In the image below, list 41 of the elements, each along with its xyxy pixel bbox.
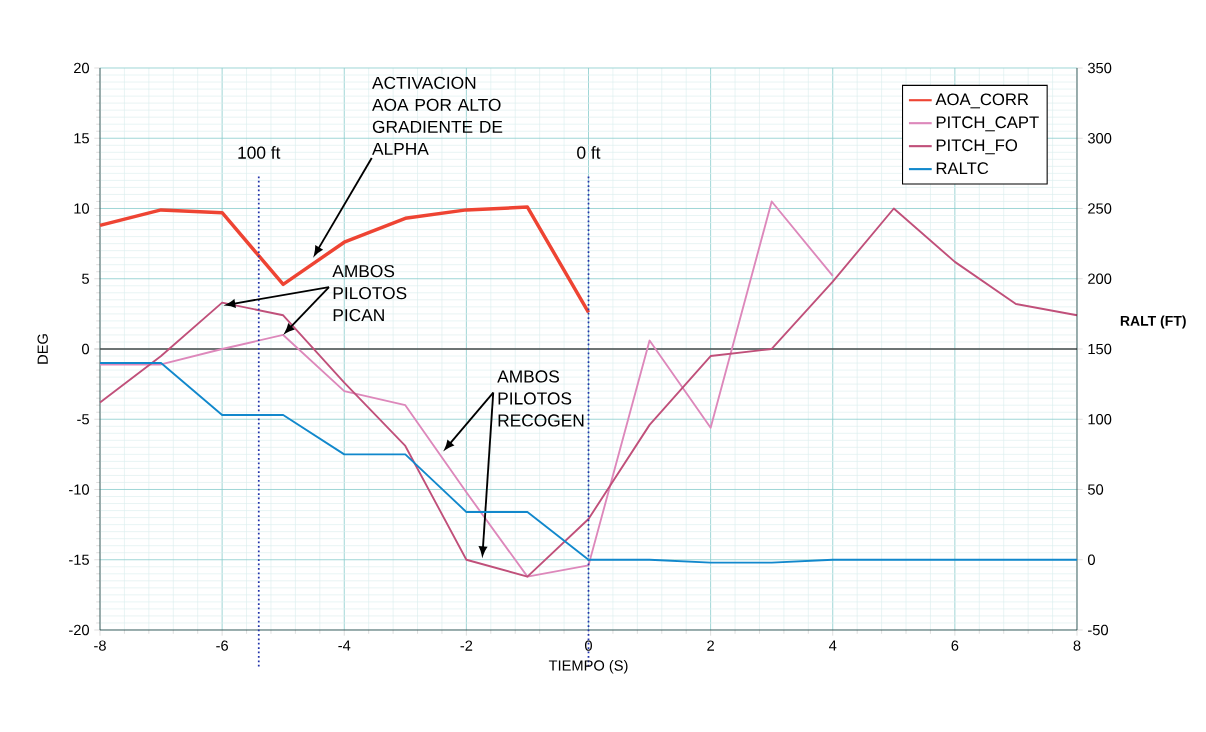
- y-tick-label: 5: [82, 273, 89, 284]
- line-series: [99, 207, 1078, 578]
- x-axis-title: TIEMPO (S): [548, 659, 628, 674]
- y2-tick-label: -50: [1088, 624, 1109, 636]
- y2-tick-label: 100: [1088, 414, 1112, 425]
- x-tick-label: 8: [1073, 640, 1081, 651]
- y-tick-label: -5: [77, 414, 89, 425]
- y-tick-label: 15: [74, 133, 89, 144]
- y2-tick-label: 350: [1087, 62, 1112, 74]
- y2-tick-label: 250: [1088, 203, 1112, 214]
- legend-label: AOA_CORR: [935, 93, 1029, 109]
- y-tick-label: 0: [82, 343, 90, 355]
- annotation: ACTIVACION AOA POR ALTO GRADIENTE DE ALPHA: [372, 76, 503, 155]
- y2-tick-label: 200: [1088, 273, 1112, 284]
- legend-label: PITCH_CAPT: [936, 116, 1039, 132]
- x-tick-label: -2: [460, 640, 473, 651]
- x-tick-label: -4: [338, 640, 351, 651]
- y-tick-label: -10: [69, 484, 90, 495]
- y2-tick-label: 300: [1087, 133, 1112, 144]
- x-tick-label: 4: [829, 640, 837, 651]
- annotation: AMBOS PILOTOS PICAN: [332, 264, 407, 322]
- y-tick-label: -15: [69, 554, 89, 565]
- legend-label: PITCH_FO: [936, 139, 1018, 155]
- y-tick-label: -20: [69, 624, 90, 636]
- x-tick-label: 2: [707, 640, 714, 651]
- ref-line-label: 0 ft: [577, 146, 601, 159]
- y2-tick-label: 150: [1088, 343, 1112, 355]
- annotation: AMBOS PILOTOS RECOGEN: [497, 370, 584, 427]
- y-tick-label: 20: [74, 62, 90, 74]
- y-axis-title: DEG: [37, 334, 48, 364]
- y-tick-label: 10: [74, 203, 90, 214]
- x-tick-label: -8: [94, 640, 106, 651]
- ref-line-label: 100 ft: [238, 146, 281, 159]
- line-series: [99, 200, 834, 578]
- x-tick-label: 6: [951, 640, 959, 651]
- legend-label: RALTC: [936, 162, 989, 175]
- y2-axis-title: RALT (FT): [1120, 315, 1186, 329]
- y2-tick-label: 0: [1087, 554, 1095, 565]
- x-tick-label: -6: [216, 640, 228, 651]
- x-tick-label: 0: [584, 640, 592, 651]
- y2-tick-label: 50: [1087, 484, 1104, 495]
